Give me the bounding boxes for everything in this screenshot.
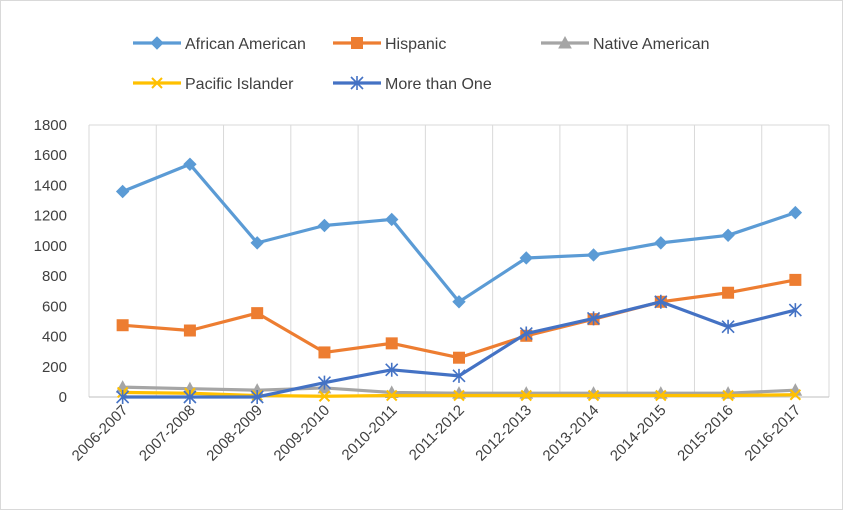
data-point-hispanic — [453, 351, 465, 364]
legend-item-hispanic: Hispanic — [333, 36, 446, 53]
legend-swatch-marker — [150, 36, 164, 50]
data-point-african-american — [115, 184, 130, 199]
legend-swatch-marker — [151, 77, 163, 89]
legend-label: More than One — [385, 76, 492, 93]
legend-label: Hispanic — [385, 36, 446, 53]
y-tick-label: 1200 — [34, 208, 67, 225]
data-point-more-than-one — [452, 368, 466, 383]
data-point-more-than-one — [250, 390, 264, 404]
data-point-pacific-islander — [453, 389, 465, 402]
y-tick-label: 1400 — [34, 177, 67, 194]
x-tick-label: 2014-2015 — [607, 402, 670, 465]
x-tick-label: 2012-2013 — [472, 402, 535, 465]
data-point-pacific-islander — [318, 390, 331, 402]
data-point-african-american — [452, 295, 466, 309]
data-point-hispanic — [251, 307, 264, 320]
legend-swatch-marker — [558, 35, 572, 49]
data-point-african-american — [788, 205, 803, 220]
y-tick-label: 1800 — [34, 117, 67, 134]
data-point-african-american — [654, 236, 668, 250]
legend-item-native-american: Native American — [541, 35, 710, 53]
data-point-pacific-islander — [655, 389, 667, 402]
y-tick-label: 800 — [42, 268, 67, 285]
legend-item-more-than-one: More than One — [333, 76, 492, 93]
data-point-more-than-one — [519, 326, 533, 341]
legend-item-pacific-islander: Pacific Islander — [133, 76, 294, 93]
x-tick-label: 2011-2012 — [406, 402, 468, 464]
x-tick-label: 2006-2007 — [69, 402, 132, 465]
x-tick-label: 2010-2011 — [339, 402, 401, 464]
data-point-more-than-one — [116, 390, 130, 404]
y-tick-label: 200 — [42, 359, 67, 376]
legend-swatch-marker — [350, 76, 364, 90]
legend-label: Native American — [593, 36, 710, 53]
x-tick-label: 2008-2009 — [203, 402, 266, 465]
y-tick-label: 600 — [42, 298, 67, 315]
x-tick-label: 2015-2016 — [674, 402, 737, 465]
data-point-african-american — [519, 251, 533, 265]
data-point-african-american — [250, 236, 264, 250]
data-point-african-american — [721, 228, 735, 243]
data-point-african-american — [586, 248, 601, 262]
data-point-hispanic — [789, 273, 802, 286]
data-point-hispanic — [385, 337, 398, 350]
data-point-pacific-islander — [386, 389, 398, 402]
legend-label: Pacific Islander — [185, 76, 294, 93]
data-point-hispanic — [116, 319, 129, 332]
legend-label: African American — [185, 36, 306, 53]
series-hispanic — [116, 273, 802, 364]
series-layer — [115, 157, 803, 404]
data-point-african-american — [385, 212, 399, 227]
data-point-more-than-one — [721, 319, 735, 334]
data-point-more-than-one — [317, 375, 332, 390]
legend: African American Hispanic Native American P… — [133, 35, 710, 93]
x-axis: 2006-2007 2007-2008 2008-2009 2009-2010 2010… — [69, 402, 804, 465]
data-point-pacific-islander — [587, 389, 600, 402]
y-axis: 0 200 400 600 800 1000 1200 1400 1600 1800 — [34, 117, 67, 406]
data-point-pacific-islander — [789, 389, 802, 401]
data-point-more-than-one — [788, 303, 802, 318]
data-point-hispanic — [183, 324, 196, 337]
legend-swatch-marker — [351, 37, 363, 49]
x-tick-label: 2007-2008 — [136, 402, 199, 465]
data-point-more-than-one — [183, 390, 197, 404]
y-tick-label: 1000 — [34, 238, 67, 255]
data-point-african-american — [183, 157, 197, 171]
data-point-pacific-islander — [722, 389, 734, 402]
series-african-american — [115, 157, 803, 309]
y-tick-label: 1600 — [34, 147, 67, 164]
legend-item-african-american: African American — [133, 36, 306, 53]
data-point-more-than-one — [385, 362, 399, 377]
y-tick-label: 0 — [59, 389, 67, 406]
x-tick-label: 2009-2010 — [271, 402, 334, 465]
y-tick-label: 400 — [42, 329, 67, 346]
data-point-hispanic — [318, 346, 331, 359]
data-point-african-american — [317, 218, 332, 233]
series-more-than-one — [116, 294, 802, 404]
x-tick-label: 2016-2017 — [741, 402, 804, 465]
data-point-pacific-islander — [520, 389, 532, 402]
data-point-hispanic — [722, 286, 735, 299]
data-point-more-than-one — [654, 294, 668, 309]
data-point-more-than-one — [586, 311, 601, 326]
x-tick-label: 2013-2014 — [540, 402, 603, 465]
